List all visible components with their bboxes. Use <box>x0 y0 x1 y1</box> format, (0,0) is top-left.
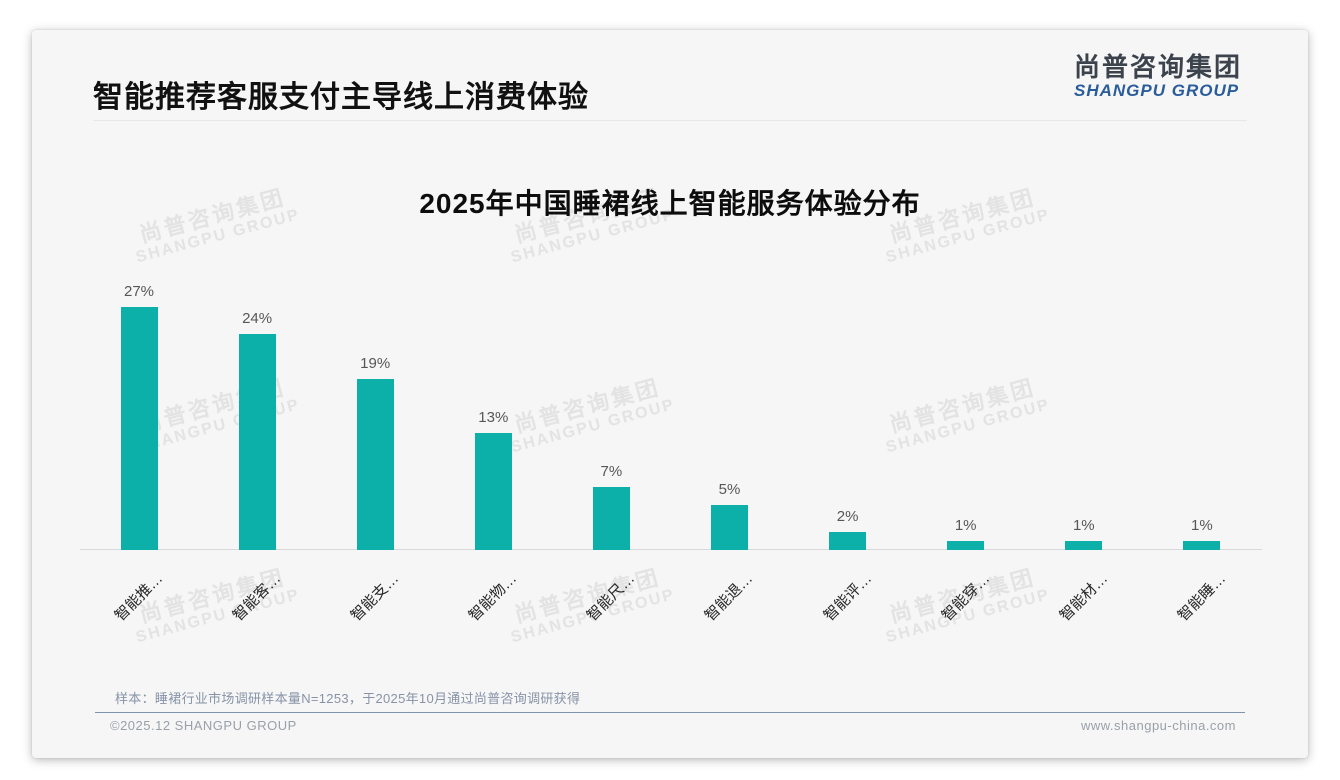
bar <box>238 334 276 550</box>
bar <box>120 307 158 550</box>
x-tick-label: 智能推… <box>111 570 167 625</box>
slide-card: 尚普咨询集团 SHANGPU GROUP 尚普咨询集团 SHANGPU GROUP 尚普… <box>32 30 1308 758</box>
bar <box>592 487 630 550</box>
bar-group: 2% <box>829 270 867 550</box>
x-axis-tick-labels: 智能推… 智能客… 智能支… 智能物… 智能尺… 智能退… 智能评… 智能穿… 智能材… 智能睡… <box>80 550 1262 670</box>
bar-plot: 27% 24% 19% 13% 7% 5% 2% 1% 1% 1% <box>80 270 1262 550</box>
x-tick-label: 智能尺… <box>584 570 639 625</box>
x-tick-label: 智能睡… <box>1174 570 1230 625</box>
bar-value-label: 19% <box>360 355 391 372</box>
bar-value-label: 24% <box>242 310 273 327</box>
bar-group: 7% <box>592 270 630 550</box>
x-tick-label: 智能穿… <box>938 570 993 625</box>
page-title: 智能推荐客服支付主导线上消费体验 <box>93 81 589 114</box>
x-axis-line <box>80 549 1262 550</box>
x-tick-label: 智能物… <box>465 570 521 625</box>
bar-group: 5% <box>711 270 748 550</box>
chart-title: 2025年中国睡裙线上智能服务体验分布 <box>419 188 921 219</box>
bar-group: 19% <box>356 270 394 550</box>
bar-group: 1% <box>1183 270 1221 550</box>
bar-value-label: 1% <box>954 517 977 534</box>
bar <box>947 541 985 550</box>
bar-value-label: 2% <box>836 508 859 525</box>
copyright-text: ©2025.12 SHANGPU GROUP <box>110 718 297 733</box>
x-tick-label: 智能退… <box>702 570 757 625</box>
bar-value-label: 7% <box>600 463 623 480</box>
bar-group: 13% <box>474 270 512 550</box>
x-tick-label: 智能客… <box>229 570 285 625</box>
company-logo: 尚普咨询集团 SHANGPU GROUP <box>1073 52 1242 101</box>
bar <box>474 433 512 550</box>
bar <box>1183 541 1221 550</box>
bar <box>829 532 867 550</box>
bar-group: 27% <box>120 270 158 550</box>
bar-value-label: 1% <box>1191 517 1213 534</box>
bar-value-label: 13% <box>478 409 509 426</box>
bar-group: 1% <box>947 270 985 550</box>
company-logo-cn: 尚普咨询集团 <box>1073 52 1242 82</box>
bar-group: 1% <box>1065 270 1103 550</box>
bar-value-label: 1% <box>1072 517 1095 534</box>
title-divider <box>93 120 1247 121</box>
x-tick-label: 智能支… <box>347 570 403 625</box>
sample-footnote: 样本：睡裙行业市场调研样本量N=1253，于2025年10月通过尚普咨询调研获得 <box>115 691 581 706</box>
company-logo-en: SHANGPU GROUP <box>1073 81 1240 101</box>
bar <box>1065 541 1103 550</box>
x-tick-label: 智能评… <box>820 570 875 625</box>
bar-value-label: 5% <box>718 481 741 498</box>
website-url: www.shangpu-china.com <box>1080 718 1236 733</box>
bar-group: 24% <box>238 270 276 550</box>
bar <box>711 505 748 550</box>
bar-value-label: 27% <box>123 283 155 300</box>
footer-divider <box>95 712 1245 713</box>
bar <box>356 379 394 550</box>
x-tick-label: 智能材… <box>1056 570 1111 625</box>
